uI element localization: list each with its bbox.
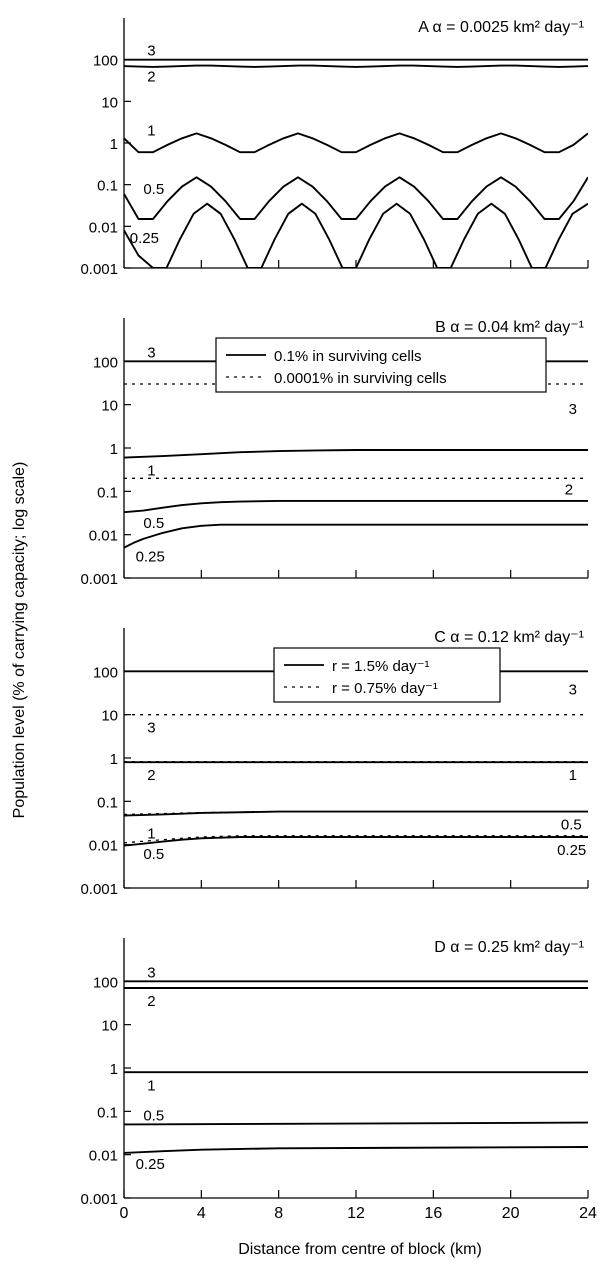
curve-label: 0.5 — [143, 181, 164, 198]
x-tick-label: 20 — [502, 1205, 520, 1222]
y-tick-label: 0.001 — [80, 1191, 118, 1208]
curve-label: 0.25 — [130, 230, 159, 247]
y-tick-label: 0.01 — [89, 528, 118, 545]
panel-title: A α = 0.0025 km² day⁻¹ — [418, 19, 584, 36]
curve-label: 0.25 — [136, 1156, 165, 1173]
panel-a: 0.001 0.01 0.1 1 10 100 3 2 1 0.5 0.25 A α = 0.0025… — [80, 18, 589, 278]
x-tick-label: 4 — [197, 1205, 206, 1222]
y-tick-label: 1 — [110, 441, 118, 458]
y-tick-label: 1 — [110, 1061, 118, 1078]
panel-d: 0.001 0.01 0.1 1 10 100 0 4 8 12 16 20 24 3 2 1 0.5 0.25 D… — [80, 938, 597, 1222]
legend-label: r = 1.5% day⁻¹ — [332, 658, 430, 675]
y-tick-label: 0.1 — [97, 794, 118, 811]
y-tick-label: 0.1 — [97, 1104, 118, 1121]
panel-b: 0.001 0.01 0.1 1 10 100 3 3 1 2 0.5 0.25 B α = 0.04 … — [80, 318, 589, 588]
y-tick-label: 10 — [101, 1018, 118, 1035]
curve-label: 1 — [147, 1078, 155, 1095]
series-line-0.5 — [124, 499, 588, 514]
x-axis-label: Distance from centre of block (km) — [238, 1241, 482, 1258]
legend: r = 1.5% day⁻¹ r = 0.75% day⁻¹ — [273, 647, 501, 703]
panel-title: C α = 0.12 km² day⁻¹ — [434, 629, 584, 646]
curve-label: 1 — [147, 123, 155, 140]
y-tick-label: 10 — [101, 94, 118, 111]
y-tick-label: 0.01 — [89, 838, 118, 855]
curve-label: 3 — [147, 43, 155, 60]
curve-label: 3 — [147, 964, 155, 981]
x-tick-label: 16 — [424, 1205, 442, 1222]
series-group — [124, 58, 588, 268]
legend-label: 0.1% in surviving cells — [274, 348, 422, 365]
curve-label: 1 — [147, 825, 155, 842]
curve-label: 0.5 — [561, 817, 582, 834]
y-tick-label: 0.01 — [89, 219, 118, 236]
legend-box — [215, 337, 547, 393]
y-tick-label: 100 — [93, 354, 118, 371]
series-line-0.5 — [124, 176, 588, 220]
curve-label: 3 — [569, 401, 577, 418]
x-tick-label: 0 — [120, 1205, 129, 1222]
legend-label: r = 0.75% day⁻¹ — [332, 680, 438, 697]
series-line-1 — [124, 132, 588, 154]
y-tick-label: 0.1 — [97, 484, 118, 501]
curve-label: 0.5 — [143, 1107, 164, 1124]
series-line-0.25 — [124, 1146, 588, 1154]
curve-label: 0.5 — [143, 846, 164, 863]
legend-label: 0.0001% in surviving cells — [274, 370, 447, 387]
y-tick-label: 100 — [93, 664, 118, 681]
series-line-0.25-r-1.5 — [124, 836, 588, 847]
series-line-1-0.1 — [124, 449, 588, 459]
curve-label: 0.25 — [557, 842, 586, 859]
y-tick-label: 1 — [110, 136, 118, 153]
curve-label: 3 — [147, 344, 155, 361]
series-line-0.25 — [124, 523, 588, 549]
series-group — [124, 980, 588, 1154]
x-tick-label: 12 — [347, 1205, 365, 1222]
x-tick-label: 24 — [579, 1205, 597, 1222]
y-tick-label: 1 — [110, 751, 118, 768]
curve-label: 1 — [569, 767, 577, 784]
curve-label: 2 — [147, 993, 155, 1010]
y-tick-label: 0.001 — [80, 261, 118, 278]
y-tick-label: 10 — [101, 398, 118, 415]
curve-label: 2 — [147, 767, 155, 784]
y-tick-label: 0.001 — [80, 571, 118, 588]
panel-title: B α = 0.04 km² day⁻¹ — [435, 319, 584, 336]
y-tick-label: 0.01 — [89, 1148, 118, 1165]
legend-box — [273, 647, 501, 703]
x-tick-label: 8 — [274, 1205, 283, 1222]
y-axis-label: Population level (% of carrying capacity… — [11, 462, 28, 819]
curve-label: 3 — [569, 682, 577, 699]
y-tick-label: 0.001 — [80, 881, 118, 898]
y-tick-label: 0.1 — [97, 178, 118, 195]
curve-label: 1 — [147, 463, 155, 480]
series-line-0.5 — [124, 1121, 588, 1126]
panel-c: 0.001 0.01 0.1 1 10 100 3 3 2 1 1 0.5 0.5 0.25 C α = 0… — [80, 628, 589, 898]
y-tick-label: 100 — [93, 53, 118, 70]
curve-label: 0.5 — [143, 515, 164, 532]
curve-label: 0.25 — [136, 549, 165, 566]
curve-label: 2 — [565, 481, 573, 498]
y-tick-label: 10 — [101, 708, 118, 725]
curve-label: 3 — [147, 720, 155, 737]
curve-label: 2 — [147, 68, 155, 85]
y-tick-label: 100 — [93, 974, 118, 991]
legend: 0.1% in surviving cells 0.0001% in surviv… — [215, 337, 547, 393]
series-group — [124, 670, 588, 847]
series-line-0.25 — [124, 202, 588, 268]
series-line-0.5-r-1.5 — [124, 810, 588, 817]
panel-title: D α = 0.25 km² day⁻¹ — [434, 939, 584, 956]
series-line-2 — [124, 64, 588, 68]
